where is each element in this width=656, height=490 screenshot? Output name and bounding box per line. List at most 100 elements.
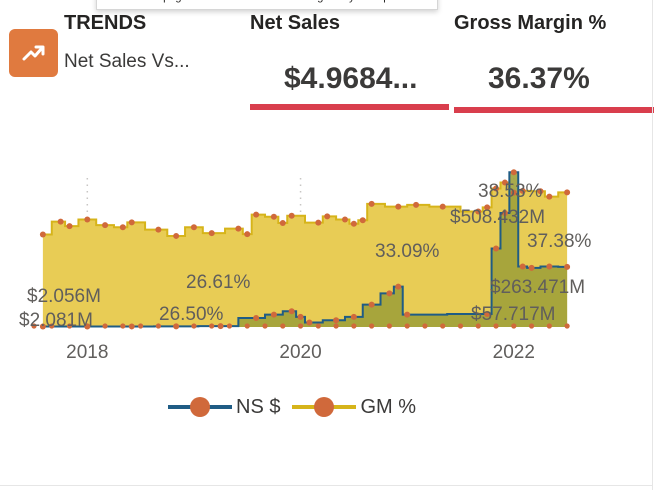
gm-point[interactable]	[493, 185, 500, 192]
gm-area	[42, 182, 568, 327]
gm-point[interactable]	[546, 193, 553, 200]
legend-item-gm[interactable]: GM %	[292, 392, 416, 422]
ns-data-label: $2.081M	[19, 310, 93, 331]
gm-point[interactable]	[537, 188, 544, 195]
ns-point[interactable]	[253, 315, 260, 322]
gm-point[interactable]	[235, 225, 242, 232]
baseline-point	[546, 323, 552, 329]
ns-data-label: $263.471M	[490, 277, 585, 298]
panel-border-right	[652, 0, 653, 490]
ns-data-label: $57.717M	[471, 304, 556, 325]
gm-point[interactable]	[39, 231, 46, 238]
baseline-point	[404, 323, 410, 329]
baseline-point	[31, 323, 37, 329]
gm-data-label: 26.61%	[186, 272, 251, 293]
ns-point[interactable]	[333, 317, 340, 324]
ns-point[interactable]	[510, 169, 517, 176]
panel-border-bottom	[0, 485, 653, 486]
gm-point[interactable]	[57, 218, 64, 225]
gm-point[interactable]	[119, 224, 126, 231]
gm-point[interactable]	[324, 213, 331, 220]
baseline-point	[173, 323, 179, 329]
ns-point[interactable]	[128, 323, 135, 330]
gm-point[interactable]	[208, 230, 215, 237]
baseline-point	[315, 323, 321, 329]
gm-point[interactable]	[84, 216, 91, 223]
trends-title: TRENDS	[64, 12, 147, 34]
ns-point[interactable]	[386, 290, 393, 297]
baseline-point	[244, 323, 250, 329]
gm-point[interactable]	[253, 211, 260, 218]
gm-point[interactable]	[350, 220, 357, 227]
ns-point[interactable]	[288, 308, 295, 315]
gross-margin-value: 36.37%	[488, 62, 590, 95]
gm-point[interactable]	[564, 189, 571, 196]
gm-point[interactable]	[359, 217, 366, 224]
ns-point[interactable]	[519, 263, 526, 270]
baseline-point	[209, 323, 215, 329]
net-sales-value: $4.9684...	[284, 62, 418, 95]
ns-point[interactable]	[270, 311, 277, 318]
gm-point[interactable]	[66, 223, 73, 230]
x-tick-label: 2022	[493, 342, 535, 363]
baseline-point	[138, 323, 144, 329]
ns-point[interactable]	[528, 264, 535, 271]
trend-arrow-icon	[22, 45, 44, 61]
legend-marker-ns	[168, 392, 232, 422]
gm-point[interactable]	[173, 232, 180, 239]
gm-point[interactable]	[395, 203, 402, 210]
baseline-point	[386, 323, 393, 329]
gm-point[interactable]	[270, 213, 277, 220]
baseline-point	[440, 323, 446, 329]
gm-point[interactable]	[279, 220, 286, 227]
gm-point[interactable]	[288, 212, 295, 219]
trend-icon-tile[interactable]	[9, 29, 58, 77]
ns-point[interactable]	[546, 263, 553, 270]
gm-point[interactable]	[439, 203, 446, 210]
ns-point[interactable]	[306, 319, 313, 326]
baseline-point	[49, 323, 55, 329]
baseline-point	[475, 323, 481, 329]
ns-point[interactable]	[564, 263, 571, 270]
ns-point[interactable]	[297, 313, 304, 320]
baseline-point	[226, 323, 233, 329]
ns-point[interactable]	[217, 323, 224, 330]
ns-point[interactable]	[395, 283, 402, 290]
gm-point[interactable]	[368, 200, 375, 207]
gm-point[interactable]	[341, 216, 348, 223]
gm-point[interactable]	[102, 222, 109, 229]
trend-chart[interactable]: 2018 2020 2022 $2.081M $2.056M 26.61% 26.50% 33…	[0, 0, 656, 390]
ns-point[interactable]	[404, 311, 411, 318]
gm-point[interactable]	[128, 219, 135, 226]
gm-data-label: 26.50%	[159, 304, 224, 325]
baseline-point	[511, 323, 517, 329]
baseline-point	[66, 323, 73, 329]
gm-point[interactable]	[315, 219, 322, 226]
gm-point[interactable]	[413, 201, 420, 208]
gm-point[interactable]	[190, 224, 197, 231]
gm-point[interactable]	[510, 189, 517, 196]
gm-point[interactable]	[484, 204, 491, 211]
baseline-point	[528, 323, 535, 329]
gm-point[interactable]	[519, 187, 526, 194]
ns-point[interactable]	[484, 311, 491, 318]
gm-point[interactable]	[501, 179, 508, 186]
gm-point[interactable]	[244, 231, 251, 238]
gm-point[interactable]	[475, 208, 482, 215]
ns-point[interactable]	[493, 245, 500, 252]
baseline-point	[457, 323, 464, 329]
net-sales-accent-bar	[250, 104, 449, 110]
baseline-point	[84, 323, 90, 329]
ns-data-label: $508.432M	[450, 207, 545, 228]
ns-point[interactable]	[39, 323, 46, 330]
chart-legend: NS $ GM %	[168, 392, 428, 422]
x-tick-label: 2018	[66, 342, 108, 363]
gm-point[interactable]	[155, 226, 162, 233]
ns-point[interactable]	[368, 301, 375, 308]
gm-data-label: 38.53%	[478, 181, 543, 202]
gm-data-label: 37.38%	[527, 231, 592, 252]
ns-point[interactable]	[350, 313, 357, 320]
legend-item-ns[interactable]: NS $	[168, 392, 280, 422]
ns-point[interactable]	[501, 209, 508, 216]
gross-margin-accent-bar	[454, 107, 654, 113]
